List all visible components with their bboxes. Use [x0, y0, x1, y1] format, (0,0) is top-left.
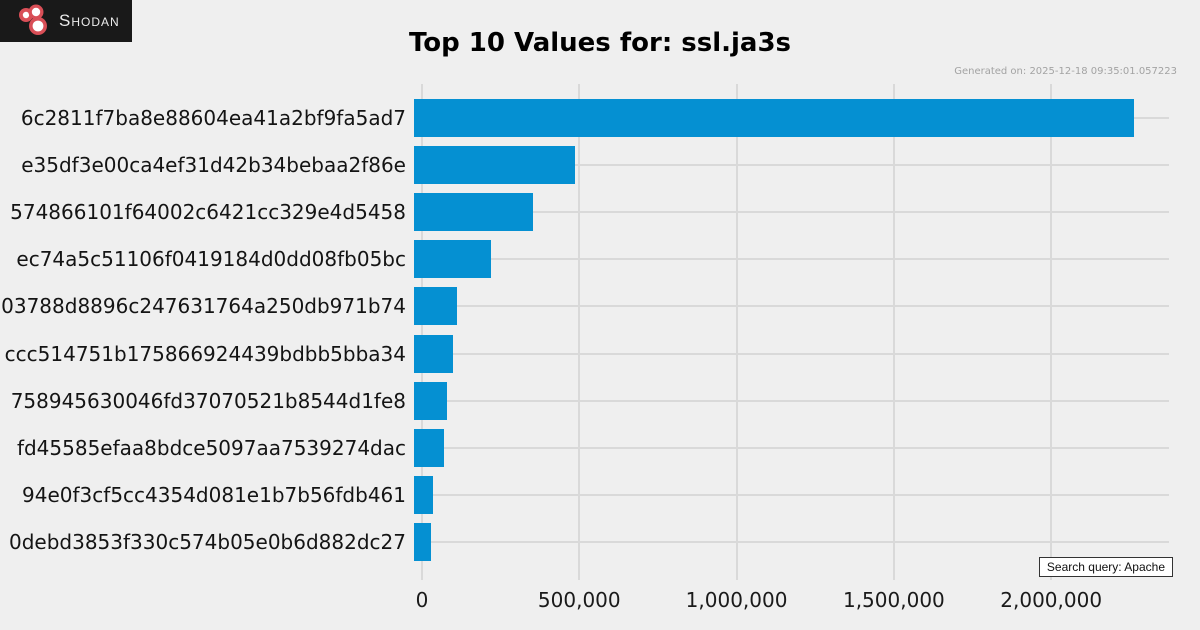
row-gridline: [414, 163, 1169, 166]
value-bar: [414, 381, 447, 420]
value-bar: [414, 98, 1135, 137]
chart-row: 758945630046fd37070521b8544d1fe8: [0, 377, 1200, 424]
value-bar: [414, 145, 576, 184]
chart-row: 6c2811f7ba8e88604ea41a2bf9fa5ad7: [0, 94, 1200, 141]
category-label: 0debd3853f330c574b05e0b6d882dc27: [8, 530, 406, 555]
v-gridlines: [421, 84, 1177, 580]
x-tick-label: 2,000,000: [1000, 588, 1103, 612]
search-query-badge: Search query: Apache: [1038, 557, 1173, 577]
bar-track: [414, 519, 1169, 566]
chart-row: e35df3e00ca4ef31d42b34bebaa2f86e: [0, 141, 1200, 188]
chart-row: 574866101f64002c6421cc329e4d5458: [0, 188, 1200, 235]
row-gridline: [414, 210, 1169, 213]
x-gridline: [578, 84, 581, 580]
chart-row: ec74a5c51106f0419184d0dd08fb05bc: [0, 236, 1200, 283]
generated-timestamp: Generated on: 2025-12-18 09:35:01.057223: [954, 66, 1177, 77]
value-bar: [414, 192, 534, 231]
row-gridline: [414, 494, 1169, 497]
bar-track: [414, 283, 1169, 330]
category-label: 758945630046fd37070521b8544d1fe8: [10, 388, 406, 413]
category-label: ec74a5c51106f0419184d0dd08fb05bc: [16, 247, 406, 272]
bar-track: [414, 141, 1169, 188]
category-label: 94e0f3cf5cc4354d081e1b7b56fdb461: [22, 483, 406, 508]
x-tick-label: 500,000: [537, 588, 621, 612]
x-axis: 0 500,000 1,000,000 1,500,000 2,000,000: [416, 588, 1177, 618]
row-gridline: [414, 446, 1169, 449]
chart-row: 94e0f3cf5cc4354d081e1b7b56fdb461: [0, 472, 1200, 519]
category-label: fd45585efaa8bdce5097aa7539274dac: [16, 435, 406, 460]
value-bar: [414, 240, 492, 279]
value-bar: [414, 287, 458, 326]
category-label: 574866101f64002c6421cc329e4d5458: [10, 199, 406, 224]
row-gridline: [414, 399, 1169, 402]
bar-track: [414, 330, 1169, 377]
bar-track: [414, 472, 1169, 519]
bar-track: [414, 236, 1169, 283]
x-gridline: [892, 84, 895, 580]
bar-track: [414, 94, 1169, 141]
page-title: Top 10 Values for: ssl.ja3s: [408, 28, 792, 58]
row-gridline: [414, 541, 1169, 544]
row-gridline: [414, 352, 1169, 355]
bar-track: [414, 424, 1169, 471]
value-bar: [414, 523, 432, 562]
row-gridline: [414, 258, 1169, 261]
chart-row: 0debd3853f330c574b05e0b6d882dc27: [0, 519, 1200, 566]
category-label: 03788d8896c247631764a250db971b74: [1, 294, 406, 319]
value-bar: [414, 476, 434, 515]
value-bar: [414, 334, 453, 373]
chart-row: fd45585efaa8bdce5097aa7539274dac: [0, 424, 1200, 471]
x-tick-label: 1,500,000: [842, 588, 945, 612]
chart-row: ccc514751b175866924439bdbb5bba34: [0, 330, 1200, 377]
x-tick-label: 1,000,000: [685, 588, 788, 612]
bar-track: [414, 377, 1169, 424]
chart-row: 03788d8896c247631764a250db971b74: [0, 283, 1200, 330]
category-label: ccc514751b175866924439bdbb5bba34: [4, 341, 406, 366]
chart-rows: 6c2811f7ba8e88604ea41a2bf9fa5ad7 e35df3e0…: [0, 94, 1200, 566]
category-label: e35df3e00ca4ef31d42b34bebaa2f86e: [21, 152, 406, 177]
x-tick-label: 0: [415, 588, 429, 612]
shodan-logo[interactable]: Shodan: [0, 0, 132, 42]
x-gridline: [1050, 84, 1053, 580]
bar-track: [414, 188, 1169, 235]
brand-text: Shodan: [59, 11, 120, 30]
x-gridline: [421, 84, 423, 580]
category-label: 6c2811f7ba8e88604ea41a2bf9fa5ad7: [20, 105, 406, 130]
x-gridline: [735, 84, 738, 580]
row-gridline: [414, 305, 1169, 308]
value-bar: [414, 428, 444, 467]
shodan-icon: [19, 4, 47, 35]
